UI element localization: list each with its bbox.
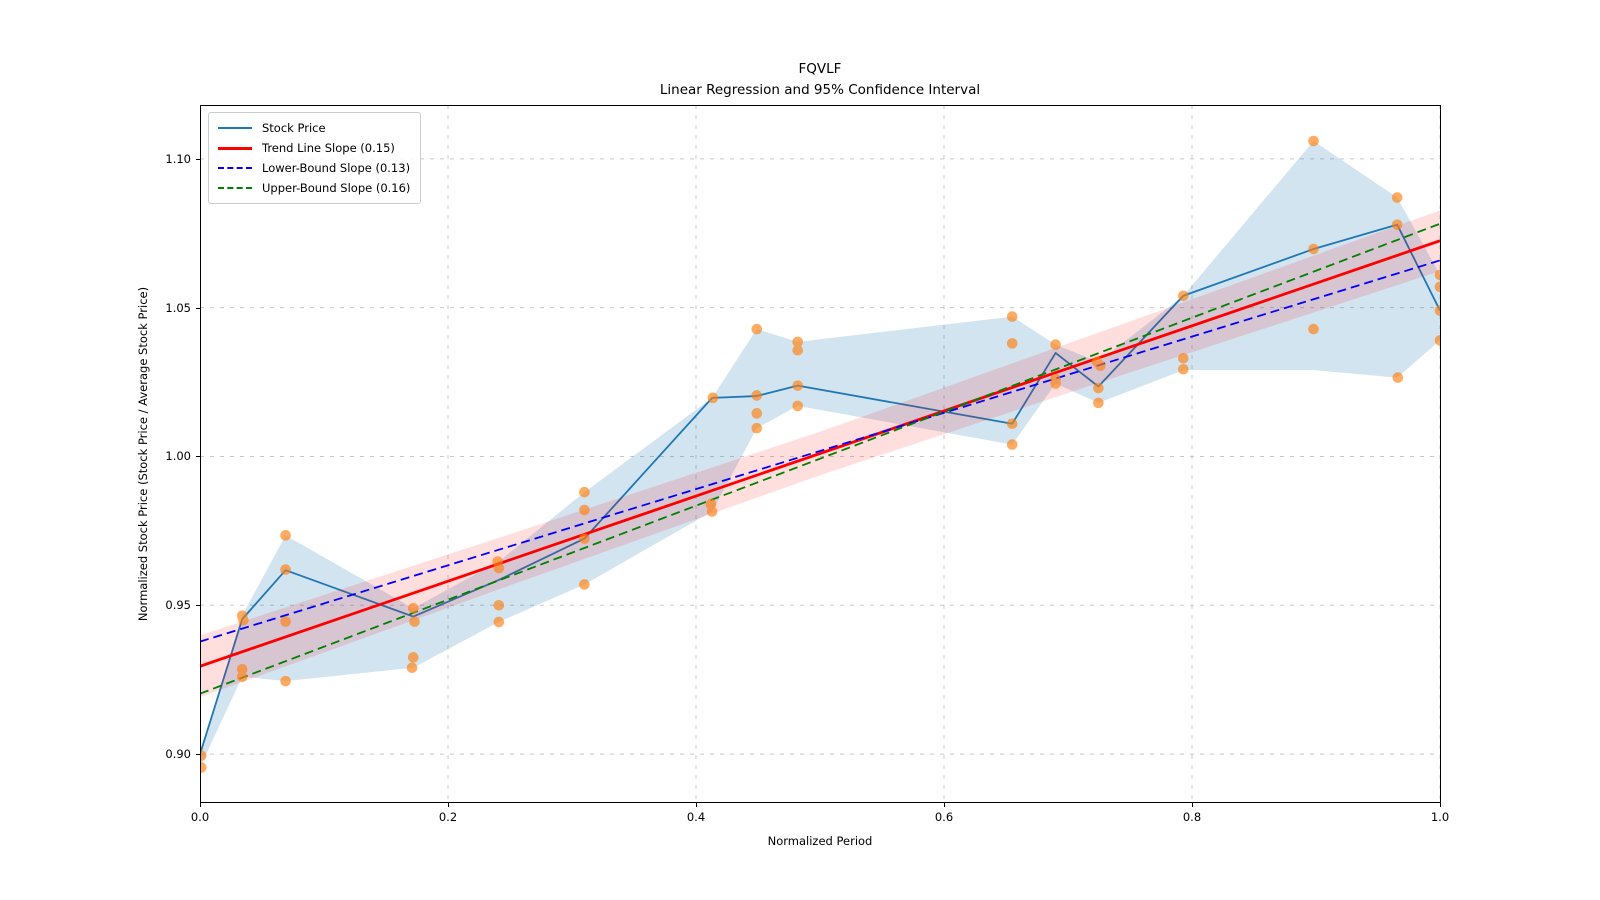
legend-item-lower-bound: Lower-Bound Slope (0.13) — [218, 158, 410, 178]
x-tick-label: 0.8 — [1182, 810, 1202, 824]
x-tick-mark — [696, 803, 697, 807]
plot-canvas — [200, 105, 1440, 802]
legend-label: Upper-Bound Slope (0.16) — [262, 181, 411, 195]
y-tick-mark — [196, 754, 200, 756]
x-tick-label: 0.6 — [934, 810, 954, 824]
plot-area — [200, 105, 1441, 803]
chart-title: FQVLF — [798, 61, 842, 77]
upper-bound-line — [200, 222, 1440, 695]
stock-price-line-swatch — [218, 127, 252, 129]
legend: Stock Price Trend Line Slope (0.15) Lowe… — [208, 112, 422, 204]
x-axis-label: Normalized Period — [767, 834, 873, 848]
legend-item-trend-line: Trend Line Slope (0.15) — [218, 138, 410, 158]
lower-bound-line-swatch — [218, 167, 252, 169]
y-tick-label: 0.95 — [165, 598, 191, 613]
x-tick-label: 0.2 — [438, 810, 458, 824]
x-tick-mark — [944, 803, 945, 807]
x-tick-label: 1.0 — [1430, 810, 1450, 824]
legend-label: Stock Price — [262, 121, 326, 135]
x-tick-label: 0.0 — [190, 810, 210, 824]
gridlines — [200, 105, 1440, 802]
legend-item-stock-price: Stock Price — [218, 118, 410, 138]
y-tick-label: 1.05 — [165, 300, 191, 315]
chart-subtitle: Linear Regression and 95% Confidence Int… — [659, 82, 981, 98]
trend-line — [200, 239, 1440, 668]
chart-title-block: FQVLF Linear Regression and 95% Confiden… — [200, 59, 1440, 101]
y-tick-label: 1.10 — [165, 151, 191, 166]
stock-price-line — [200, 223, 1440, 755]
x-tick-label: 0.4 — [686, 810, 706, 824]
y-tick-label: 1.00 — [165, 449, 191, 464]
y-tick-label: 0.90 — [165, 747, 191, 762]
x-tick-mark — [1440, 803, 1441, 807]
lower-bound-line — [200, 259, 1440, 643]
y-tick-mark — [196, 605, 200, 607]
x-tick-mark — [1192, 803, 1193, 807]
x-tick-mark — [200, 803, 201, 807]
y-tick-mark — [196, 158, 200, 160]
y-tick-mark — [196, 307, 200, 309]
stock-price-scatter — [200, 135, 1440, 773]
trend-line-swatch — [218, 146, 252, 150]
upper-bound-line-swatch — [218, 187, 252, 189]
y-tick-mark — [196, 456, 200, 458]
legend-item-upper-bound: Upper-Bound Slope (0.16) — [218, 178, 410, 198]
x-tick-mark — [448, 803, 449, 807]
legend-label: Trend Line Slope (0.15) — [262, 141, 395, 155]
legend-label: Lower-Bound Slope (0.13) — [262, 161, 411, 175]
stock-price-range-band — [200, 141, 1440, 768]
